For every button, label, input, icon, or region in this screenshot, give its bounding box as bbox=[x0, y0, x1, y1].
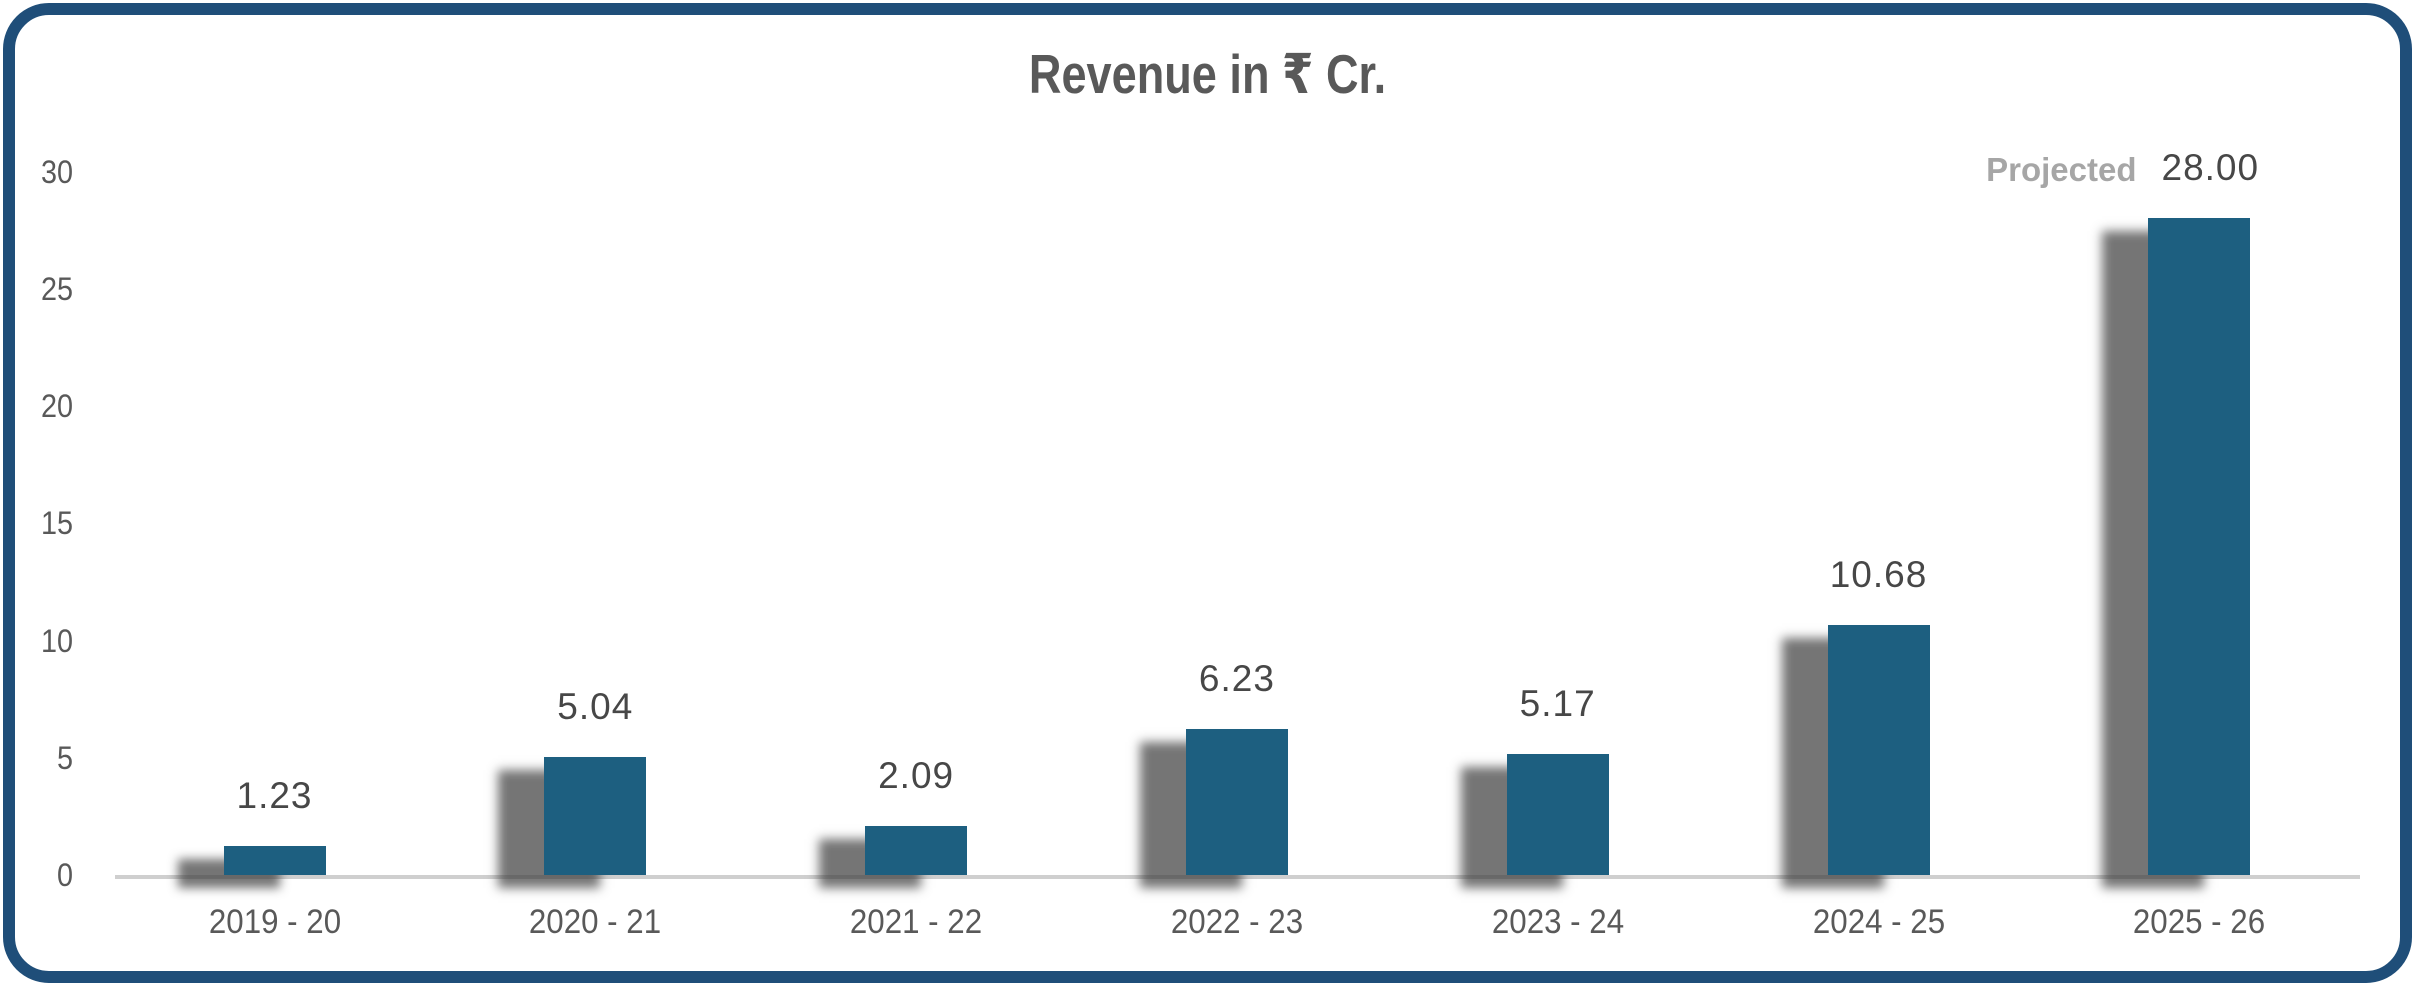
data-label: 28.00 Projected bbox=[1986, 147, 2260, 189]
bar-2022-23 bbox=[1185, 728, 1288, 875]
x-axis-line bbox=[115, 875, 2360, 879]
data-label-value: 6.23 bbox=[1198, 657, 1275, 699]
bar-2025-26 bbox=[2148, 218, 2251, 875]
bar-2019-20 bbox=[223, 846, 326, 875]
data-label-value: 5.04 bbox=[557, 685, 634, 727]
data-label: 6.23 bbox=[1198, 657, 1275, 699]
bar-2020-21 bbox=[544, 756, 647, 875]
chart-title: Revenue in ₹ Cr. bbox=[1028, 43, 1387, 105]
category-label: 2023 - 24 bbox=[1491, 903, 1624, 941]
data-label: 5.17 bbox=[1519, 682, 1596, 724]
data-label: 2.09 bbox=[878, 754, 955, 796]
data-label: 1.23 bbox=[236, 776, 312, 816]
category-label: 2019 - 20 bbox=[208, 903, 341, 941]
data-label-value: 10.68 bbox=[1829, 553, 1928, 595]
data-label-value: 1.23 bbox=[236, 775, 313, 817]
y-tick-label: 0 bbox=[56, 857, 73, 893]
data-label: 10.68 bbox=[1829, 553, 1928, 595]
y-tick-label: 5 bbox=[56, 739, 73, 776]
y-tick-label: 30 bbox=[40, 153, 73, 190]
y-tick-label: 25 bbox=[40, 270, 73, 307]
category-label: 2024 - 25 bbox=[1812, 903, 1945, 941]
data-label: 5.04 bbox=[557, 685, 634, 727]
projected-label: Projected bbox=[1986, 151, 2137, 189]
category-label: 2021 - 22 bbox=[850, 903, 983, 941]
y-tick-label: 20 bbox=[40, 388, 73, 424]
data-label-value: 28.00 bbox=[2161, 147, 2260, 189]
bar-2024-25 bbox=[1827, 624, 1930, 875]
data-label-value: 5.17 bbox=[1519, 682, 1596, 724]
category-label: 2025 - 26 bbox=[2133, 903, 2266, 941]
category-label: 2020 - 21 bbox=[529, 903, 662, 941]
y-tick-label: 10 bbox=[40, 622, 73, 659]
data-label-value: 2.09 bbox=[878, 754, 955, 796]
bar-2023-24 bbox=[1506, 753, 1609, 875]
bar-2021-22 bbox=[865, 825, 968, 875]
y-tick-label: 15 bbox=[40, 505, 73, 542]
category-label: 2022 - 23 bbox=[1170, 903, 1303, 941]
